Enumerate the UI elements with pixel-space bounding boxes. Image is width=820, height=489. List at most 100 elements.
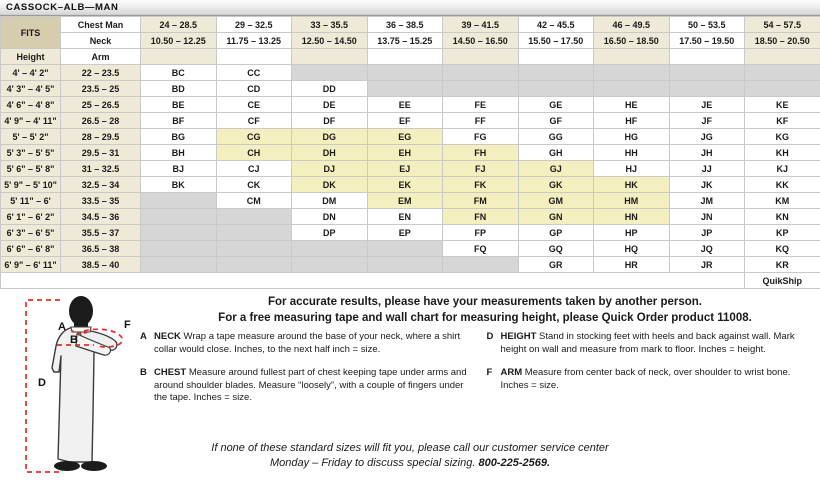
footer-note: If none of these standard sizes will fit… <box>0 441 820 471</box>
size-code-cell[interactable]: FQ <box>443 241 519 257</box>
chart-title-bar: CASSOCK–ALB—MAN <box>0 0 820 16</box>
size-code-cell[interactable]: EM <box>367 193 443 209</box>
size-code-cell[interactable]: EP <box>367 225 443 241</box>
intro-line-1: For accurate results, please have your m… <box>160 294 810 310</box>
size-code-cell[interactable]: JQ <box>669 241 745 257</box>
size-code-cell[interactable]: HP <box>594 225 670 241</box>
height-range-cell: 5' – 5' 2" <box>1 129 61 145</box>
size-code-cell[interactable]: JG <box>669 129 745 145</box>
size-code-cell[interactable]: FP <box>443 225 519 241</box>
size-code-cell[interactable]: DN <box>292 209 368 225</box>
size-code-cell[interactable]: HG <box>594 129 670 145</box>
size-code-cell[interactable]: KH <box>745 145 820 161</box>
size-code-cell[interactable]: HR <box>594 257 670 273</box>
height-range-cell: 5' 6" – 5' 8" <box>1 161 61 177</box>
size-code-cell[interactable]: BF <box>141 113 217 129</box>
size-code-cell[interactable]: JE <box>669 97 745 113</box>
size-code-cell[interactable]: KQ <box>745 241 820 257</box>
size-code-cell[interactable]: BH <box>141 145 217 161</box>
size-code-cell[interactable]: BC <box>141 65 217 81</box>
size-code-cell[interactable]: HH <box>594 145 670 161</box>
size-code-cell[interactable]: DE <box>292 97 368 113</box>
size-code-cell[interactable]: GQ <box>518 241 594 257</box>
size-code-cell[interactable]: DH <box>292 145 368 161</box>
arm-range-cell: 26.5 – 28 <box>61 113 141 129</box>
size-code-cell[interactable]: EK <box>367 177 443 193</box>
size-code-cell[interactable]: KN <box>745 209 820 225</box>
size-code-cell[interactable]: KR <box>745 257 820 273</box>
size-code-cell[interactable]: EG <box>367 129 443 145</box>
size-code-cell[interactable]: KG <box>745 129 820 145</box>
size-code-cell[interactable]: FJ <box>443 161 519 177</box>
size-code-cell[interactable]: GN <box>518 209 594 225</box>
size-code-cell[interactable]: JJ <box>669 161 745 177</box>
size-code-cell[interactable]: HN <box>594 209 670 225</box>
size-code-cell[interactable]: CC <box>216 65 292 81</box>
empty-cell <box>141 209 217 225</box>
size-code-cell[interactable]: CM <box>216 193 292 209</box>
size-code-cell[interactable]: JK <box>669 177 745 193</box>
size-code-cell[interactable]: CE <box>216 97 292 113</box>
size-code-cell[interactable]: HK <box>594 177 670 193</box>
size-code-cell[interactable]: DK <box>292 177 368 193</box>
size-code-cell[interactable]: KM <box>745 193 820 209</box>
size-code-cell[interactable]: EE <box>367 97 443 113</box>
size-code-cell[interactable]: EJ <box>367 161 443 177</box>
size-code-cell[interactable]: CD <box>216 81 292 97</box>
size-code-cell[interactable]: JP <box>669 225 745 241</box>
size-code-cell[interactable]: DP <box>292 225 368 241</box>
size-code-cell[interactable]: HE <box>594 97 670 113</box>
size-code-cell[interactable]: EF <box>367 113 443 129</box>
size-code-cell[interactable]: CK <box>216 177 292 193</box>
size-code-cell[interactable]: FH <box>443 145 519 161</box>
size-code-cell[interactable]: CH <box>216 145 292 161</box>
size-code-cell[interactable]: GP <box>518 225 594 241</box>
size-code-cell[interactable]: DM <box>292 193 368 209</box>
size-code-cell[interactable]: GF <box>518 113 594 129</box>
size-code-cell[interactable]: BJ <box>141 161 217 177</box>
size-code-cell[interactable]: CG <box>216 129 292 145</box>
size-code-cell[interactable]: JH <box>669 145 745 161</box>
size-code-cell[interactable]: FE <box>443 97 519 113</box>
size-code-cell[interactable]: KP <box>745 225 820 241</box>
size-code-cell[interactable]: JM <box>669 193 745 209</box>
size-code-cell[interactable]: KJ <box>745 161 820 177</box>
size-code-cell[interactable]: FG <box>443 129 519 145</box>
size-code-cell[interactable]: FF <box>443 113 519 129</box>
size-code-cell[interactable]: BK <box>141 177 217 193</box>
size-code-cell[interactable]: KK <box>745 177 820 193</box>
size-code-cell[interactable]: HM <box>594 193 670 209</box>
size-code-cell[interactable]: JR <box>669 257 745 273</box>
size-code-cell[interactable]: GH <box>518 145 594 161</box>
size-code-cell[interactable]: GJ <box>518 161 594 177</box>
size-code-cell[interactable]: HQ <box>594 241 670 257</box>
page-title: CASSOCK–ALB—MAN <box>6 2 118 13</box>
size-code-cell[interactable]: BD <box>141 81 217 97</box>
size-code-cell[interactable]: HJ <box>594 161 670 177</box>
size-code-cell[interactable]: FM <box>443 193 519 209</box>
size-code-cell[interactable]: DF <box>292 113 368 129</box>
size-code-cell[interactable]: CJ <box>216 161 292 177</box>
size-code-cell[interactable]: KE <box>745 97 820 113</box>
size-code-cell[interactable]: GG <box>518 129 594 145</box>
empty-cell <box>141 193 217 209</box>
size-code-cell[interactable]: FK <box>443 177 519 193</box>
size-code-cell[interactable]: DG <box>292 129 368 145</box>
size-code-cell[interactable]: BE <box>141 97 217 113</box>
size-code-cell[interactable]: JF <box>669 113 745 129</box>
size-code-cell[interactable]: FN <box>443 209 519 225</box>
size-code-cell[interactable]: BG <box>141 129 217 145</box>
size-code-cell[interactable]: EH <box>367 145 443 161</box>
size-code-cell[interactable]: GM <box>518 193 594 209</box>
size-code-cell[interactable]: EN <box>367 209 443 225</box>
size-code-cell[interactable]: GE <box>518 97 594 113</box>
size-code-cell[interactable]: HF <box>594 113 670 129</box>
size-code-cell[interactable]: GK <box>518 177 594 193</box>
size-code-cell[interactable]: GR <box>518 257 594 273</box>
size-code-cell[interactable]: KF <box>745 113 820 129</box>
size-code-cell[interactable]: CF <box>216 113 292 129</box>
size-code-cell[interactable]: DD <box>292 81 368 97</box>
size-code-cell[interactable]: DJ <box>292 161 368 177</box>
size-code-cell[interactable]: JN <box>669 209 745 225</box>
